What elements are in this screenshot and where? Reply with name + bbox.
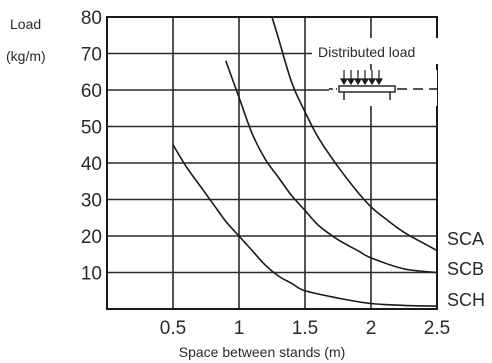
x-tick-label: 0.5 — [160, 318, 186, 339]
series-label-sch: SCH — [447, 290, 485, 310]
series-line-sch — [172, 144, 438, 307]
distributed-load-label: Distributed load — [318, 44, 415, 60]
y-tick-label: 70 — [81, 45, 102, 66]
y-tick-label: 50 — [81, 118, 102, 139]
series-label-scb: SCB — [447, 259, 484, 279]
y-tick-label: 10 — [81, 264, 102, 285]
load-arrows-icon — [339, 70, 384, 86]
x-tick-label: 1 — [234, 318, 245, 339]
y-tick-label: 40 — [81, 154, 102, 175]
series-line-scb — [225, 60, 438, 274]
curves — [172, 16, 438, 307]
x-axis-title: Space between stands (m) — [179, 344, 346, 360]
distributed-load-inset: Distributed load — [312, 38, 444, 106]
y-tick-label: 80 — [81, 8, 102, 29]
y-tick-label: 30 — [81, 191, 102, 212]
y-axis-title-line2: (kg/m) — [6, 48, 46, 64]
plot-frame — [106, 16, 438, 310]
series-line-sca — [271, 16, 438, 252]
beam-icon — [329, 85, 437, 100]
y-axis-title-line1: Load — [10, 16, 41, 32]
series-label-sca: SCA — [447, 229, 484, 249]
series-labels: SCA SCB SCH — [447, 229, 485, 310]
x-tick-label: 2.5 — [424, 318, 450, 339]
tick-labels: 0.5 1 1.5 2 2.5 10 20 30 40 50 60 70 80 — [81, 8, 450, 339]
x-tick-label: 1.5 — [292, 318, 318, 339]
y-tick-label: 20 — [81, 227, 102, 248]
x-tick-label: 2 — [366, 318, 377, 339]
y-tick-label: 60 — [81, 81, 102, 102]
